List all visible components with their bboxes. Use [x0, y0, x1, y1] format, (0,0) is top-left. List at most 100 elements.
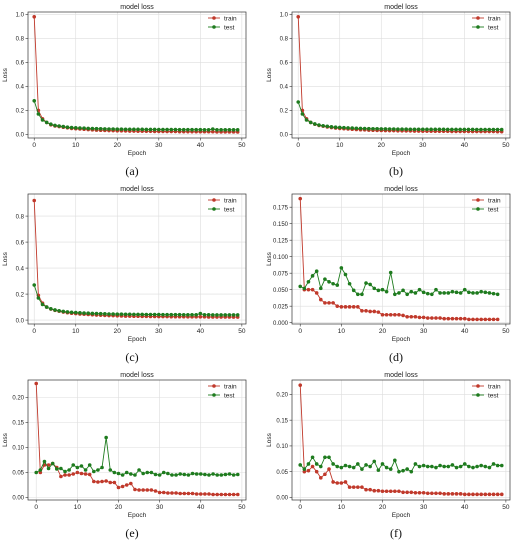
- data-point-test: [356, 462, 360, 466]
- data-point-train: [483, 317, 488, 322]
- data-point-train: [32, 14, 37, 19]
- data-point-train: [475, 317, 479, 322]
- legend-marker-train: [212, 198, 216, 202]
- y-axis-label: Loss: [266, 67, 273, 81]
- data-point-train: [417, 315, 422, 320]
- data-point-train: [296, 14, 301, 19]
- y-tick-label: 1.0: [280, 13, 289, 19]
- data-point-train: [331, 301, 335, 305]
- data-point-train: [483, 492, 488, 497]
- data-point-test: [421, 290, 426, 295]
- y-tick-label: 0.125: [273, 238, 289, 244]
- data-point-train: [454, 492, 459, 496]
- x-tick-label: 0: [298, 504, 302, 511]
- data-point-train: [347, 305, 352, 309]
- x-tick-label: 50: [238, 328, 246, 335]
- plot-frame: [291, 193, 511, 325]
- data-point-train: [298, 383, 303, 387]
- data-point-test: [165, 127, 169, 132]
- data-point-test: [177, 127, 182, 132]
- data-point-test: [397, 291, 401, 295]
- loss-chart-a: model loss 0 10 20 30 40 50 0.0 0.2 0.4 0.6 0.8 1.0 E…: [2, 4, 247, 157]
- data-point-train: [351, 305, 356, 309]
- data-point-test: [383, 127, 388, 131]
- y-tick-label: 0.0: [16, 133, 25, 139]
- chart-title: model loss: [120, 4, 154, 11]
- data-point-test: [144, 127, 149, 132]
- data-point-test: [342, 125, 346, 130]
- series-line-train: [297, 16, 502, 133]
- data-point-train: [397, 312, 401, 317]
- x-tick-label: 50: [238, 504, 246, 511]
- data-point-train: [194, 492, 199, 496]
- data-point-test: [333, 125, 338, 129]
- data-point-test: [44, 305, 49, 309]
- data-point-test: [474, 127, 479, 132]
- legend-marker-train: [476, 16, 480, 20]
- data-point-train: [323, 301, 327, 305]
- y-tick-label: 0.8: [16, 37, 25, 43]
- data-point-test: [367, 126, 371, 131]
- data-point-train: [198, 492, 203, 496]
- data-point-test: [50, 461, 55, 466]
- data-point-test: [442, 291, 446, 295]
- data-point-test: [458, 464, 463, 469]
- data-point-test: [331, 281, 335, 286]
- data-point-test: [231, 313, 236, 317]
- data-point-test: [454, 290, 459, 295]
- data-point-train: [116, 485, 121, 490]
- data-point-train: [393, 312, 397, 317]
- data-point-test: [215, 128, 219, 132]
- chart-panel-b: model loss 0 10 20 30 40 50 0.0 0.2 0.4 0.6 0.8 1.0 E…: [264, 0, 528, 182]
- data-point-test: [186, 127, 190, 132]
- legend-label-test: test: [224, 206, 235, 213]
- data-point-test: [347, 281, 352, 286]
- data-point-test: [57, 124, 61, 128]
- data-point-test: [86, 126, 91, 131]
- data-point-test: [380, 462, 385, 466]
- data-point-test: [495, 292, 500, 297]
- data-point-train: [310, 287, 315, 292]
- data-point-train: [446, 316, 451, 321]
- data-point-test: [434, 465, 438, 470]
- data-point-test: [487, 127, 492, 132]
- data-point-test: [302, 467, 307, 471]
- data-point-test: [314, 462, 319, 466]
- data-point-test: [479, 127, 483, 132]
- data-point-test: [69, 310, 74, 315]
- data-point-train: [314, 291, 319, 295]
- data-point-test: [462, 127, 467, 132]
- data-point-test: [148, 312, 153, 317]
- data-point-train: [223, 492, 228, 497]
- data-point-train: [190, 491, 195, 496]
- data-point-test: [161, 312, 165, 317]
- data-point-test: [108, 468, 113, 472]
- data-point-train: [219, 492, 224, 497]
- x-tick-label: 20: [378, 142, 386, 149]
- data-point-test: [368, 282, 372, 287]
- data-point-test: [335, 283, 340, 287]
- x-tick-label: 30: [155, 328, 163, 335]
- data-point-test: [387, 127, 392, 131]
- data-point-test: [467, 464, 471, 469]
- data-point-test: [437, 127, 442, 132]
- data-point-test: [46, 466, 51, 471]
- data-point-train: [170, 491, 174, 495]
- data-point-train: [79, 471, 84, 476]
- data-point-test: [161, 470, 166, 475]
- data-point-test: [376, 288, 381, 293]
- data-point-test: [211, 472, 215, 476]
- data-point-test: [219, 313, 223, 317]
- data-point-test: [190, 312, 194, 317]
- data-point-test: [177, 312, 182, 317]
- y-tick-label: 0.15: [12, 421, 24, 427]
- data-point-train: [182, 491, 187, 496]
- data-point-test: [170, 473, 174, 477]
- data-point-test: [231, 128, 236, 132]
- data-point-test: [430, 464, 434, 469]
- data-point-test: [417, 464, 422, 469]
- x-tick-label: 30: [420, 328, 428, 335]
- data-point-test: [401, 288, 405, 293]
- data-point-test: [194, 472, 199, 476]
- data-point-test: [483, 464, 488, 469]
